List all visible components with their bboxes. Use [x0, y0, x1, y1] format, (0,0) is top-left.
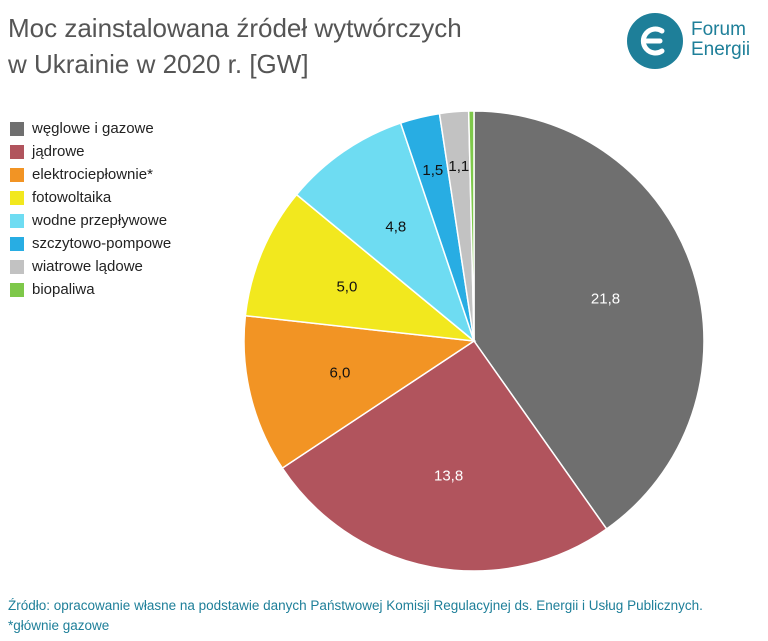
legend-item-wodne-przeplywowe: wodne przepływowe: [10, 209, 171, 232]
data-label-fotowoltaika: 5,0: [336, 278, 357, 295]
footnote: *głównie gazowe: [8, 618, 110, 633]
data-label-wodne-przeplywowe: 4,8: [385, 218, 406, 235]
legend-label: wodne przepływowe: [32, 212, 168, 229]
legend-label: węglowe i gazowe: [32, 120, 154, 137]
pie-slice-fotowoltaika: [244, 193, 477, 343]
legend-swatch: [10, 167, 24, 182]
legend-item-fotowoltaika: fotowoltaika: [10, 186, 171, 209]
legend-label: fotowoltaika: [32, 189, 112, 206]
legend-label: jądrowe: [32, 143, 85, 160]
pie-slice-wodne-przeplywowe: [295, 122, 476, 344]
pie-slice-biopaliwa: [467, 110, 475, 342]
source-note: Źródło: opracowanie własne na podstawie …: [8, 598, 703, 613]
chart-footer: Źródło: opracowanie własne na podstawie …: [8, 596, 703, 636]
legend-swatch: [10, 144, 24, 159]
legend-swatch: [10, 213, 24, 228]
legend-item-jadrowe: jądrowe: [10, 140, 171, 163]
chart-title-line-2: w Ukrainie w 2020 r. [GW]: [8, 49, 309, 79]
pie-slice-elektrocieplownie: [243, 314, 477, 470]
legend-swatch: [10, 259, 24, 274]
logo-text-energii: Energii: [691, 39, 751, 60]
legend-label: szczytowo-pompowe: [32, 235, 172, 252]
data-label-weglowe-i-gazowe: 21,8: [591, 290, 620, 307]
chart-legend: węglowe i gazowe jądrowe elektrociepłownie…: [10, 117, 171, 301]
chart-title-line-1: Moc zainstalowana źródeł wytwórczych: [8, 13, 462, 43]
forum-energii-logo: Forum Energii: [627, 13, 763, 71]
legend-item-elektrocieplownie: elektrociepłownie*: [10, 163, 171, 186]
logo-text: Forum Energii: [691, 20, 750, 60]
legend-item-weglowe-i-gazowe: węglowe i gazowe: [10, 117, 171, 140]
logo-text-forum: Forum: [691, 19, 746, 40]
pie-slice-jadrowe: [281, 339, 608, 572]
data-label-elektrocieplownie: 6,0: [329, 364, 350, 381]
legend-item-biopaliwa: biopaliwa: [10, 278, 171, 301]
data-label-jadrowe: 13,8: [434, 468, 463, 485]
legend-item-szczytowo-pompowe: szczytowo-pompowe: [10, 232, 171, 255]
legend-label: biopaliwa: [32, 281, 95, 298]
legend-label: elektrociepłownie*: [32, 166, 153, 183]
legend-label: wiatrowe lądowe: [32, 258, 143, 275]
data-label-szczytowo-pompowe: 1,5: [422, 162, 443, 179]
legend-item-wiatrowe-ladowe: wiatrowe lądowe: [10, 255, 171, 278]
forum-energii-logo-icon: [627, 13, 683, 69]
pie-slice-weglowe-i-gazowe: [473, 110, 705, 530]
legend-swatch: [10, 121, 24, 136]
legend-swatch: [10, 190, 24, 205]
legend-swatch: [10, 282, 24, 297]
data-label-wiatrowe-ladowe: 1,1: [448, 158, 469, 175]
chart-title: Moc zainstalowana źródeł wytwórczych w U…: [8, 10, 568, 82]
legend-swatch: [10, 236, 24, 251]
